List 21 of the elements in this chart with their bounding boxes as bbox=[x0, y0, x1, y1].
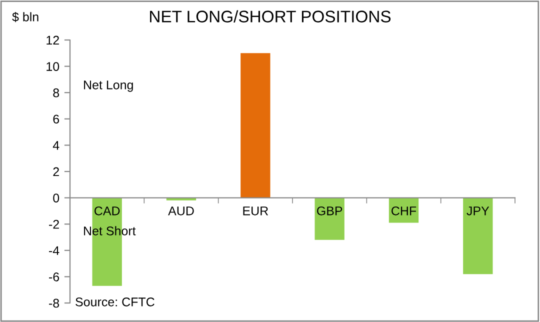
y-tick-label: 8 bbox=[53, 88, 60, 98]
x-tick-label: GBP bbox=[317, 206, 342, 216]
x-tick-label: CAD bbox=[94, 206, 120, 216]
y-tick-label: 2 bbox=[53, 167, 59, 176]
y-axis-title: $ bln bbox=[12, 12, 38, 22]
y-tick-label: -8 bbox=[49, 298, 60, 308]
x-tick-label: EUR bbox=[243, 206, 268, 216]
y-tick-label: 10 bbox=[46, 62, 60, 71]
annotation: Net Long bbox=[84, 80, 133, 92]
chart-title: NET LONG/SHORT POSITIONS bbox=[150, 10, 391, 22]
y-tick-label: 4 bbox=[52, 141, 60, 150]
y-tick-label: 6 bbox=[53, 114, 60, 124]
annotation: Source: CFTC bbox=[76, 298, 154, 306]
y-tick-label: -4 bbox=[49, 246, 60, 255]
y-tick-label: -2 bbox=[49, 220, 59, 229]
y-tick-label: -6 bbox=[49, 272, 60, 282]
x-tick-label: CHF bbox=[392, 206, 416, 216]
y-tick-label: 12 bbox=[46, 36, 59, 45]
x-tick-label: AUD bbox=[168, 206, 194, 216]
y-tick-label: 0 bbox=[53, 194, 60, 202]
x-tick-label: JPY bbox=[466, 206, 490, 216]
